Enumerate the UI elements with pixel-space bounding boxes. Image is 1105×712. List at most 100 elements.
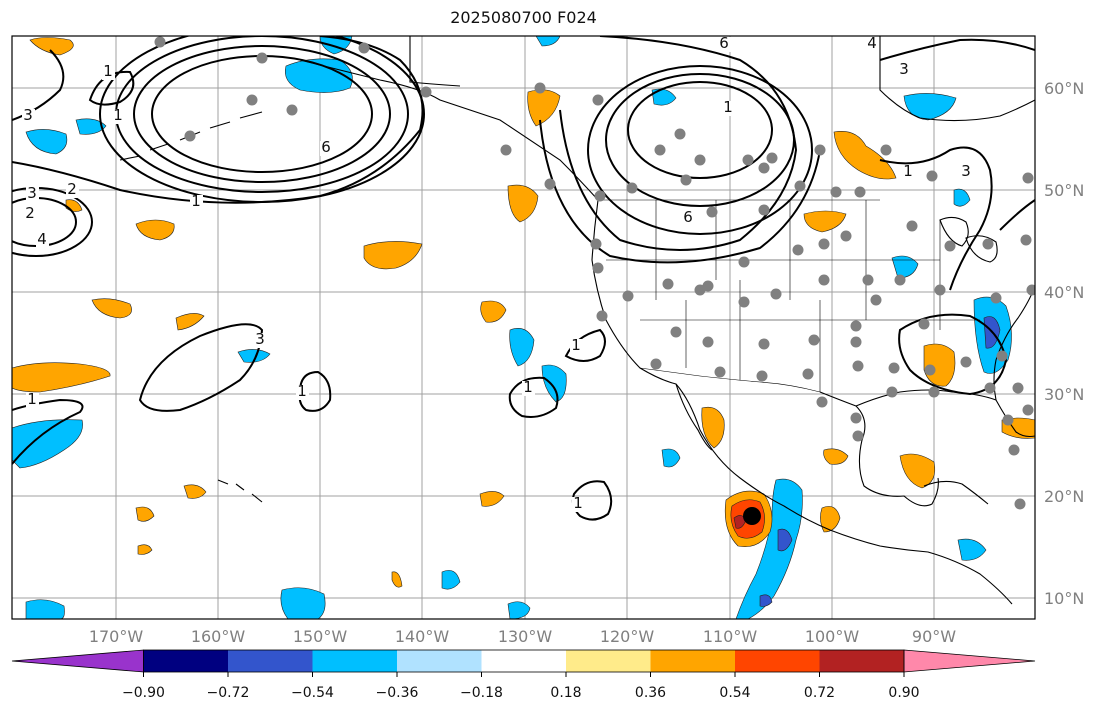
map-title: 2025080700 F024 — [450, 8, 597, 27]
colorbar-segments — [11, 649, 1036, 673]
station-dot — [592, 94, 604, 106]
station-dot — [934, 284, 946, 296]
shade-negative — [25, 129, 68, 155]
contour-label-bg — [112, 109, 125, 124]
station-dot — [756, 370, 768, 382]
station-dot — [926, 170, 938, 182]
colorbar-segment — [819, 650, 904, 672]
station-dot — [918, 318, 930, 330]
station-dot — [702, 336, 714, 348]
station-dot — [154, 36, 166, 48]
colorbar-tick-label: 0.54 — [719, 685, 750, 701]
lat-tick-label: 20°N — [1044, 487, 1084, 506]
shade-positive — [527, 89, 561, 127]
shade-negative — [661, 448, 681, 468]
station-dot — [594, 190, 606, 202]
contour-label-bg — [24, 207, 37, 222]
station-dot — [886, 386, 898, 398]
station-dot — [650, 358, 662, 370]
contour-label: 1 — [297, 382, 307, 400]
station-dot — [1020, 234, 1032, 246]
contour-label: 4 — [37, 230, 47, 248]
station-dot — [500, 144, 512, 156]
lon-tick-label: 120°W — [600, 627, 655, 646]
contour-label-bg — [682, 211, 695, 226]
storm-center-marker[interactable] — [743, 507, 761, 525]
shade-negative — [777, 528, 793, 552]
station-dot — [1014, 498, 1026, 510]
shade-positive — [12, 362, 111, 393]
colorbar-tick-label: 0.18 — [550, 685, 581, 701]
station-dot — [246, 94, 258, 106]
shade-negative — [903, 93, 957, 121]
colorbar-segment — [312, 650, 397, 672]
contour-label: 3 — [23, 106, 33, 124]
colorbar-tick-label: 0.72 — [804, 685, 835, 701]
station-dot — [818, 274, 830, 286]
lon-tick-label: 100°W — [805, 627, 860, 646]
contour-label: 3 — [961, 162, 971, 180]
station-dot — [596, 310, 608, 322]
station-dot — [534, 82, 546, 94]
coastlines — [119, 36, 1035, 605]
shade-positive — [701, 406, 725, 449]
contour-label-bg — [296, 385, 309, 400]
lat-tick-label: 50°N — [1044, 181, 1084, 200]
shade-positive — [135, 219, 175, 241]
station-dot — [694, 154, 706, 166]
colorbar-tick-label: −0.54 — [291, 685, 334, 701]
shade-negative — [509, 328, 535, 367]
contour-label: 1 — [723, 98, 733, 116]
station-dot — [808, 334, 820, 346]
station-dot — [758, 204, 770, 216]
lat-tick-label: 40°N — [1044, 283, 1084, 302]
contour-label: 1 — [103, 62, 113, 80]
lon-tick-label: 90°W — [912, 627, 956, 646]
station-dot — [544, 178, 556, 190]
contour-label-bg — [866, 37, 879, 52]
station-dot — [984, 382, 996, 394]
map-frame — [11, 35, 1036, 620]
station-dot — [742, 154, 754, 166]
shade-positive — [899, 453, 936, 489]
contour-label-bg — [572, 497, 585, 512]
lon-tick-label: 150°W — [293, 627, 348, 646]
contour-label-bg — [722, 101, 735, 116]
colorbar-segment — [566, 650, 651, 672]
longitude-labels: 170°W 160°W 150°W 140°W 130°W 120°W 110°W 100°W… — [89, 627, 956, 646]
station-dot — [850, 320, 862, 332]
contour-label: 3 — [899, 60, 909, 78]
contour-label: 2 — [25, 204, 35, 222]
contour-label: 4 — [867, 34, 877, 52]
shade-negative — [759, 594, 773, 607]
shade-positive — [507, 184, 539, 223]
station-points — [154, 36, 1035, 510]
shade-positive — [803, 210, 847, 233]
station-dot — [1012, 382, 1024, 394]
contour-label: 6 — [719, 34, 729, 52]
station-dot — [814, 144, 826, 156]
station-dot — [358, 42, 370, 54]
station-dot — [626, 182, 638, 194]
shade-positive — [175, 313, 205, 331]
station-dot — [816, 396, 828, 408]
station-dot — [1026, 284, 1035, 296]
station-dot — [738, 256, 750, 268]
contour-label: 3 — [27, 184, 37, 202]
contour-label-bg — [22, 109, 35, 124]
station-dot — [852, 430, 864, 442]
station-dot — [996, 350, 1008, 362]
shade-positive — [29, 37, 74, 56]
station-dot — [990, 292, 1002, 304]
contour-label-bg — [26, 187, 39, 202]
station-dot — [1022, 172, 1034, 184]
station-dot — [840, 230, 852, 242]
contour-label: 1 — [573, 494, 583, 512]
station-dot — [854, 186, 866, 198]
station-dot — [850, 336, 862, 348]
station-dot — [1008, 444, 1020, 456]
colorbar-segment — [735, 650, 820, 672]
colorbar-extend-right — [903, 649, 1036, 673]
colorbar-tick-label: −0.18 — [460, 685, 503, 701]
